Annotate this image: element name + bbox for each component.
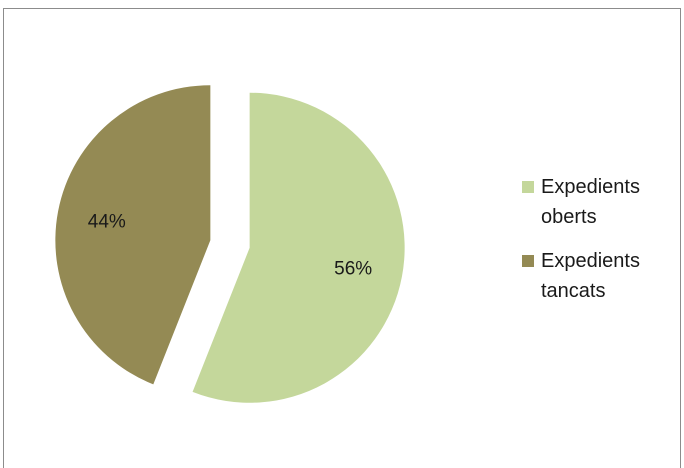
legend-swatch-oberts bbox=[522, 181, 534, 193]
legend-item-tancats: Expedients tancats bbox=[522, 246, 671, 306]
slice-label-oberts: 56% bbox=[334, 258, 372, 279]
slice-label-tancats: 44% bbox=[88, 212, 126, 233]
legend-label-tancats: Expedients tancats bbox=[541, 250, 640, 302]
legend-swatch-tancats bbox=[522, 255, 534, 267]
legend: Expedients oberts Expedients tancats bbox=[522, 172, 671, 320]
slice-oberts bbox=[192, 92, 405, 403]
legend-label-oberts: Expedients oberts bbox=[541, 176, 640, 228]
legend-item-oberts: Expedients oberts bbox=[522, 172, 671, 232]
slice-tancats bbox=[55, 85, 211, 385]
